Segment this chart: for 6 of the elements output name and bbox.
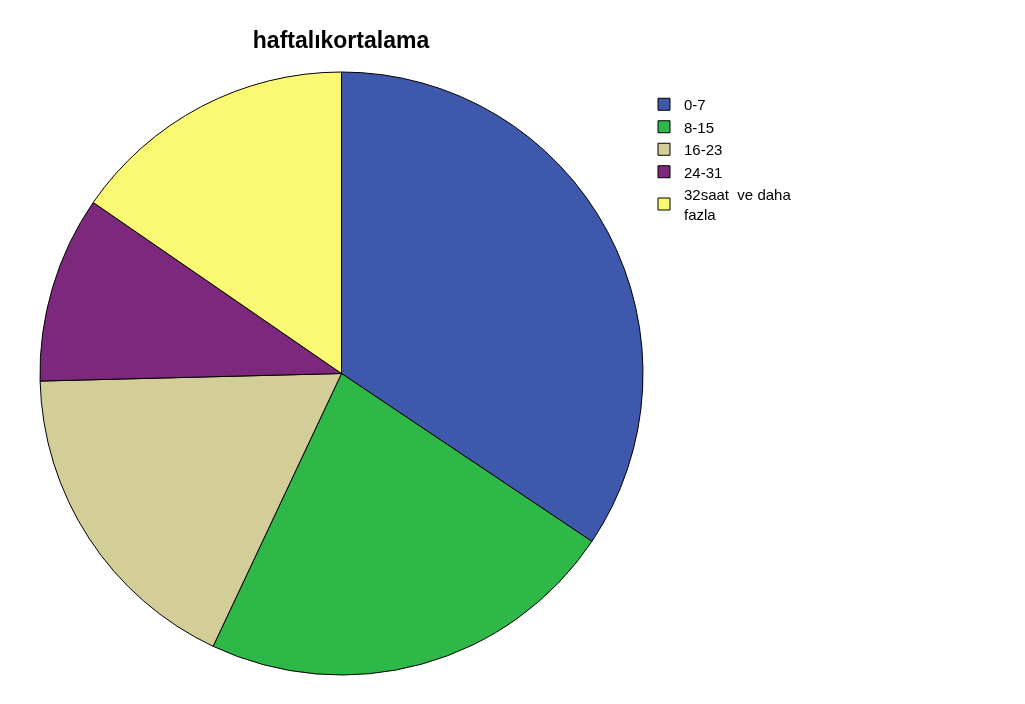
legend-label: 8-15 bbox=[684, 118, 715, 136]
legend-label: 0-7 bbox=[684, 96, 706, 114]
legend-label: 32saat ve daha fazla bbox=[684, 186, 792, 223]
legend-label: 24-31 bbox=[684, 163, 723, 181]
chart-title: haftalıkortalama bbox=[252, 27, 430, 54]
legend-label: 16-23 bbox=[684, 141, 723, 159]
